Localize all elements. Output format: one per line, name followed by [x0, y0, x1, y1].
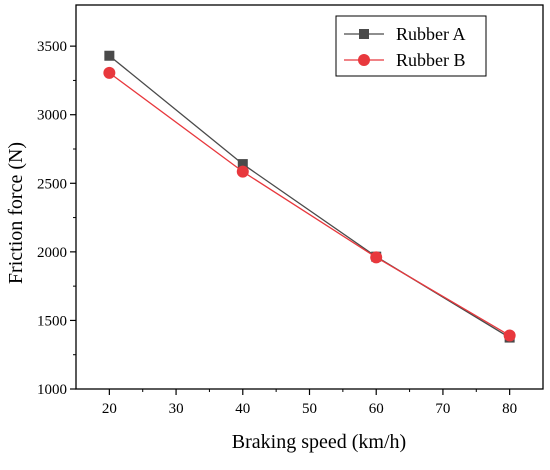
y-tick-label: 3000: [37, 108, 67, 124]
legend-item: Rubber A: [344, 24, 466, 44]
y-tick-label: 1000: [37, 382, 67, 398]
legend: Rubber A Rubber B: [335, 15, 487, 77]
legend-marker: [359, 29, 369, 39]
y-tick-label: 2000: [37, 245, 67, 261]
series-2: [103, 66, 516, 342]
x-axis-title: Braking speed (km/h): [232, 431, 406, 453]
series-line: [108, 55, 510, 339]
data-point: [236, 165, 249, 178]
x-tick-label: 70: [435, 401, 450, 417]
data-point: [103, 66, 116, 79]
data-point: [237, 159, 248, 170]
y-axis-title: Friction force (N): [5, 142, 27, 284]
x-tick-label: 40: [235, 401, 250, 417]
y-tick-label: 3500: [37, 39, 67, 55]
x-tick-label: 80: [502, 401, 517, 417]
legend-label: Rubber B: [396, 50, 466, 70]
legend-item: Rubber B: [344, 50, 466, 70]
legend-label: Rubber A: [396, 24, 466, 44]
x-tick-label: 30: [169, 401, 184, 417]
legend-box: [335, 15, 487, 77]
y-tick-label: 2500: [37, 176, 67, 192]
data-point: [370, 251, 383, 264]
series-layer: [103, 50, 516, 343]
series-line: [108, 72, 510, 337]
x-tick-label: 60: [369, 401, 384, 417]
data-point: [104, 50, 115, 61]
data-point: [503, 329, 516, 342]
axes: 20 30 40 50 60 70 80 1000 1500 2000 2500 3000 3500: [37, 4, 544, 417]
x-tick-label: 50: [302, 401, 317, 417]
legend-marker: [358, 54, 370, 66]
x-tick-label: 20: [102, 401, 117, 417]
y-tick-label: 1500: [37, 313, 67, 329]
series-1: [104, 50, 515, 343]
